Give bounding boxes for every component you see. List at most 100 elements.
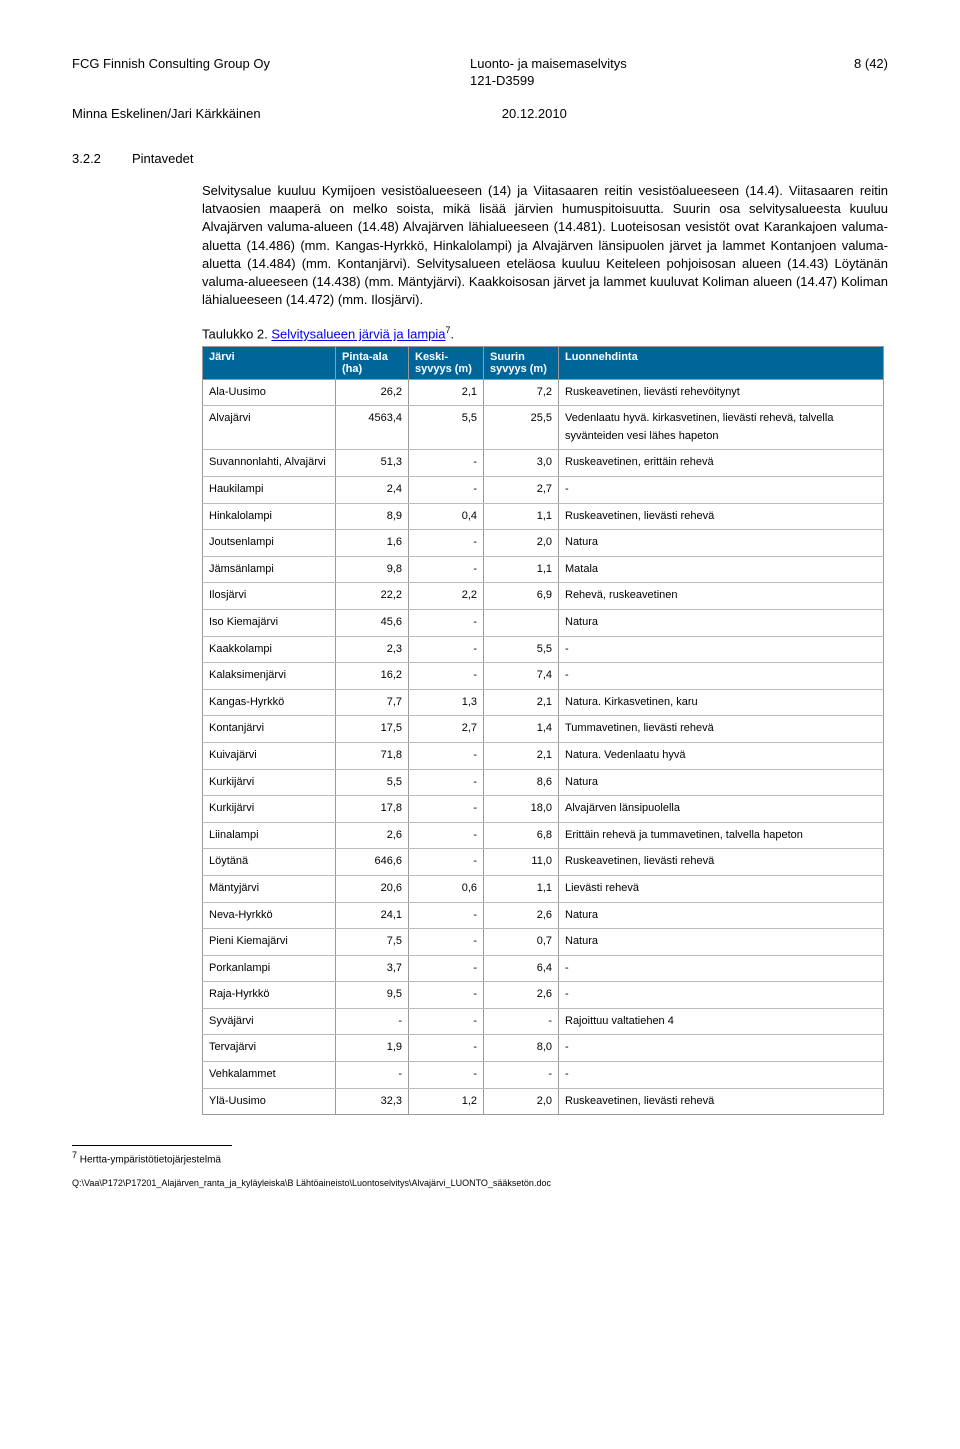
- footnote-text: Hertta-ympäristötietojärjestelmä: [80, 1155, 221, 1166]
- table-cell: Ala-Uusimo: [203, 379, 336, 406]
- table-cell: 11,0: [484, 849, 559, 876]
- table-cell: -: [559, 1062, 884, 1089]
- table-row: Suvannonlahti, Alvajärvi51,3-3,0Ruskeave…: [203, 450, 884, 477]
- table-cell: 0,4: [409, 503, 484, 530]
- table-cell: 2,0: [484, 1088, 559, 1115]
- table-cell: 2,4: [336, 477, 409, 504]
- table-cell: Mäntyjärvi: [203, 875, 336, 902]
- table-cell: 8,0: [484, 1035, 559, 1062]
- doc-code: 121-D3599: [410, 73, 808, 88]
- table-cell: Alvajärvi: [203, 406, 336, 450]
- table-cell: 9,8: [336, 556, 409, 583]
- table-row: Kangas-Hyrkkö7,71,32,1Natura. Kirkasveti…: [203, 689, 884, 716]
- table-cell: 0,6: [409, 875, 484, 902]
- table-cell: 3,0: [484, 450, 559, 477]
- table-cell: 2,7: [484, 477, 559, 504]
- table-cell: Natura: [559, 609, 884, 636]
- table-cell: Natura: [559, 769, 884, 796]
- doc-title: Luonto- ja maisemaselvitys: [410, 56, 808, 71]
- table-cell: 17,8: [336, 796, 409, 823]
- table-cell: Liinalampi: [203, 822, 336, 849]
- table-row: Kurkijärvi17,8-18,0Alvajärven länsipuole…: [203, 796, 884, 823]
- th-area: Pinta-ala (ha): [336, 346, 409, 379]
- table-row: Kontanjärvi17,52,71,4Tummavetinen, lievä…: [203, 716, 884, 743]
- table-row: Jämsänlampi9,8-1,1Matala: [203, 556, 884, 583]
- table-row: Ylä-Uusimo32,31,22,0Ruskeavetinen, lievä…: [203, 1088, 884, 1115]
- table-cell: Ruskeavetinen, lievästi rehevöitynyt: [559, 379, 884, 406]
- table-cell: 1,4: [484, 716, 559, 743]
- table-cell: Haukilampi: [203, 477, 336, 504]
- table-cell: 2,6: [336, 822, 409, 849]
- table-cell: 1,6: [336, 530, 409, 557]
- table-row: Kaakkolampi2,3-5,5-: [203, 636, 884, 663]
- table-cell: -: [409, 556, 484, 583]
- table-cell: 7,2: [484, 379, 559, 406]
- table-cell: Tervajärvi: [203, 1035, 336, 1062]
- table-cell: -: [409, 609, 484, 636]
- caption-link[interactable]: Selvitysalueen järviä ja lampia: [271, 327, 445, 342]
- table-cell: 2,1: [409, 379, 484, 406]
- table-cell: -: [559, 663, 884, 690]
- footnote: 7 Hertta-ympäristötietojärjestelmä: [72, 1150, 888, 1165]
- table-row: Raja-Hyrkkö9,5-2,6-: [203, 982, 884, 1009]
- table-cell: Ruskeavetinen, erittäin rehevä: [559, 450, 884, 477]
- table-cell: 0,7: [484, 929, 559, 956]
- table-cell: -: [484, 1008, 559, 1035]
- table-cell: Kurkijärvi: [203, 796, 336, 823]
- table-cell: Alvajärven länsipuolella: [559, 796, 884, 823]
- table-cell: Ruskeavetinen, lievästi rehevä: [559, 849, 884, 876]
- table-cell: Kaakkolampi: [203, 636, 336, 663]
- th-desc: Luonnehdinta: [559, 346, 884, 379]
- table-cell: Porkanlampi: [203, 955, 336, 982]
- table-row: Ala-Uusimo26,22,17,2Ruskeavetinen, lievä…: [203, 379, 884, 406]
- table-row: Ilosjärvi22,22,26,9Rehevä, ruskeavetinen: [203, 583, 884, 610]
- table-row: Syväjärvi---Rajoittuu valtatiehen 4: [203, 1008, 884, 1035]
- table-cell: Kuivajärvi: [203, 742, 336, 769]
- table-cell: 5,5: [336, 769, 409, 796]
- table-cell: Ruskeavetinen, lievästi rehevä: [559, 503, 884, 530]
- table-cell: Kalaksimenjärvi: [203, 663, 336, 690]
- table-cell: 646,6: [336, 849, 409, 876]
- table-cell: 32,3: [336, 1088, 409, 1115]
- table-cell: [484, 609, 559, 636]
- table-cell: 1,2: [409, 1088, 484, 1115]
- table-cell: -: [409, 902, 484, 929]
- table-cell: 22,2: [336, 583, 409, 610]
- table-cell: -: [336, 1062, 409, 1089]
- caption-suffix: .: [451, 327, 455, 342]
- table-cell: Ilosjärvi: [203, 583, 336, 610]
- table-cell: 5,5: [484, 636, 559, 663]
- table-cell: Matala: [559, 556, 884, 583]
- table-cell: Löytänä: [203, 849, 336, 876]
- table-cell: 20,6: [336, 875, 409, 902]
- page-number: 8 (42): [808, 56, 888, 71]
- table-cell: Natura: [559, 929, 884, 956]
- page: FCG Finnish Consulting Group Oy Luonto- …: [0, 0, 960, 1228]
- table-cell: 1,1: [484, 556, 559, 583]
- table-row: Alvajärvi4563,45,525,5Vedenlaatu hyvä. k…: [203, 406, 884, 450]
- table-cell: -: [336, 1008, 409, 1035]
- table-row: Löytänä646,6-11,0Ruskeavetinen, lievästi…: [203, 849, 884, 876]
- table-cell: 1,9: [336, 1035, 409, 1062]
- table-cell: 7,5: [336, 929, 409, 956]
- table-row: Tervajärvi1,9-8,0-: [203, 1035, 884, 1062]
- table-cell: 3,7: [336, 955, 409, 982]
- table-cell: -: [409, 1008, 484, 1035]
- table-row: Neva-Hyrkkö24,1-2,6Natura: [203, 902, 884, 929]
- table-row: Haukilampi2,4-2,7-: [203, 477, 884, 504]
- footnote-separator: [72, 1145, 232, 1146]
- table-cell: Kangas-Hyrkkö: [203, 689, 336, 716]
- table-caption: Taulukko 2. Selvitysalueen järviä ja lam…: [202, 325, 888, 341]
- table-cell: Natura: [559, 530, 884, 557]
- table-cell: -: [409, 849, 484, 876]
- table-row: Vehkalammet----: [203, 1062, 884, 1089]
- table-cell: 25,5: [484, 406, 559, 450]
- header-row-1: FCG Finnish Consulting Group Oy Luonto- …: [72, 56, 888, 71]
- table-cell: Rajoittuu valtatiehen 4: [559, 1008, 884, 1035]
- table-cell: 2,3: [336, 636, 409, 663]
- table-row: Iso Kiemajärvi45,6-Natura: [203, 609, 884, 636]
- date: 20.12.2010: [502, 106, 567, 121]
- table-cell: 6,8: [484, 822, 559, 849]
- table-cell: Erittäin rehevä ja tummavetinen, talvell…: [559, 822, 884, 849]
- table-cell: 2,1: [484, 689, 559, 716]
